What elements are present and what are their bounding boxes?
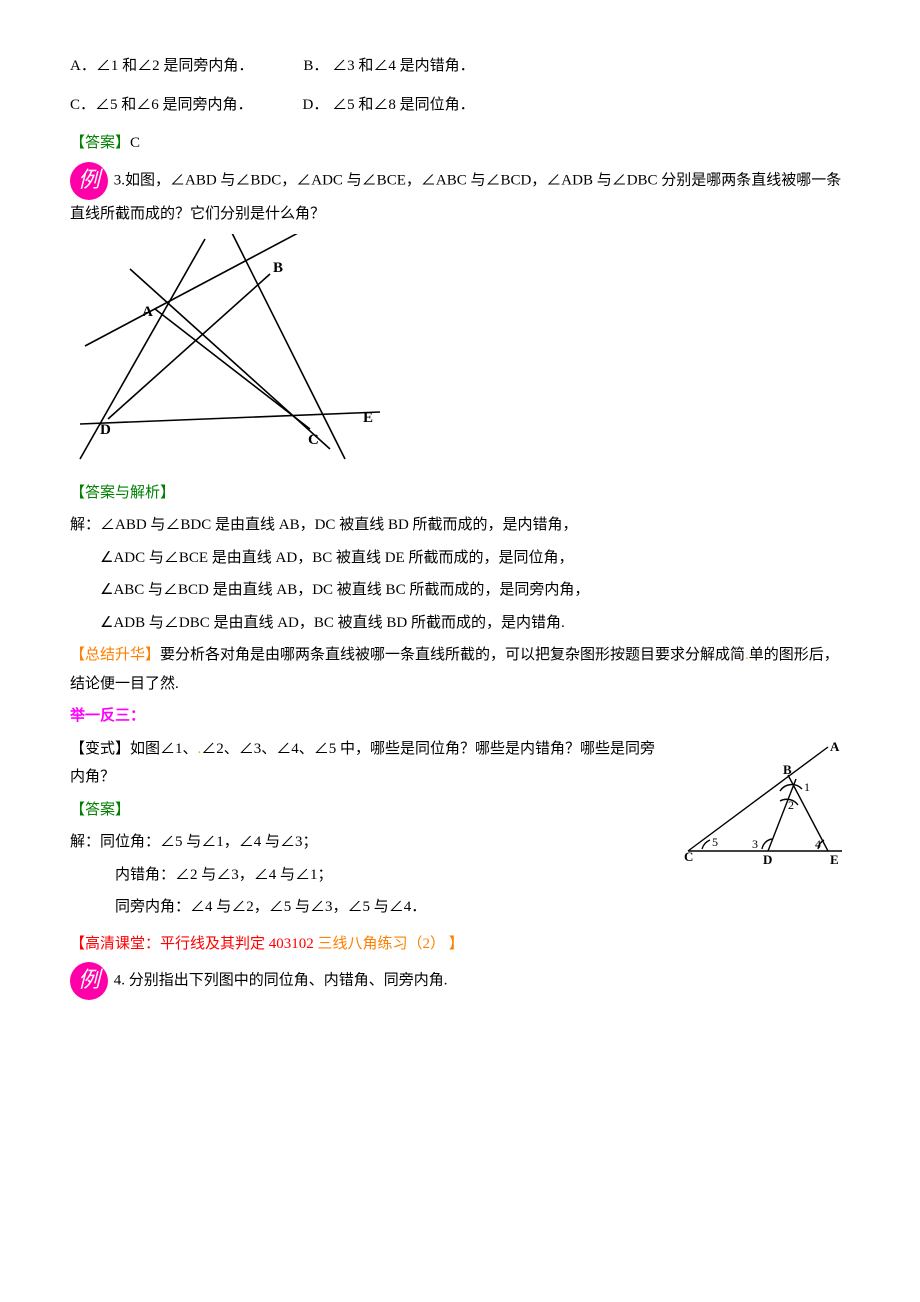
variant-t1: 如图∠1、: [130, 741, 198, 757]
answer-label: 【答案】: [70, 135, 130, 151]
svg-text:D: D: [763, 852, 772, 867]
hq-classroom: 【高清课堂：平行线及其判定 403102 三线八角练习（2） 】: [70, 930, 850, 959]
option-c: C．∠5 和∠6 是同旁内角．: [70, 91, 253, 120]
svg-text:E: E: [830, 852, 839, 867]
svg-text:2: 2: [788, 798, 794, 812]
svg-text:C: C: [308, 432, 319, 448]
svg-text:5: 5: [712, 835, 718, 849]
svg-text:A: A: [830, 739, 840, 754]
solution-line-1: 解：∠ABD 与∠BDC 是由直线 AB，DC 被直线 BD 所截而成的，是内错…: [70, 511, 850, 540]
option-d: D． ∠5 和∠8 是同位角．: [303, 91, 475, 120]
svg-text:B: B: [273, 260, 283, 276]
summary-block: 【总结升华】要分析各对角是由哪两条直线被哪一条直线所截的，可以把复杂图形按题目要…: [70, 641, 850, 698]
option-a: A．∠1 和∠2 是同旁内角．: [70, 52, 253, 81]
mc-options-row1: A．∠1 和∠2 是同旁内角． B． ∠3 和∠4 是内错角．: [70, 52, 850, 81]
svg-text:B: B: [783, 762, 792, 777]
summary-label: 【总结升华】: [70, 647, 160, 663]
example-4: 例 4. 分别指出下列图中的同位角、内错角、同旁内角.: [70, 962, 850, 1000]
solution-header: 【答案与解析】: [70, 479, 850, 508]
solution-line-3: ∠ABC 与∠BCD 是由直线 AB，DC 被直线 BC 所截而成的，是同旁内角…: [70, 576, 850, 605]
hq-label: 【高清课堂：平行线及其判定 403102: [70, 936, 314, 952]
hq-part2: 三线八角练习（2） 】: [314, 936, 464, 952]
example-3: 例 3.如图，∠ABD 与∠BDC，∠ADC 与∠BCE，∠ABC 与∠BCD，…: [70, 162, 850, 229]
svg-text:D: D: [100, 422, 111, 438]
svg-text:E: E: [363, 410, 373, 426]
ans-line-3: 同旁内角：∠4 与∠2，∠5 与∠3，∠5 与∠4．: [70, 893, 850, 922]
variant-label: 【变式】: [70, 741, 130, 757]
option-b: B． ∠3 和∠4 是内错角．: [303, 52, 474, 81]
solution-line-2: ∠ADC 与∠BCE 是由直线 AD，BC 被直线 DE 所截而成的，是同位角，: [70, 544, 850, 573]
svg-text:3: 3: [752, 837, 758, 851]
answer-value: C: [130, 135, 140, 151]
figure-2: A B C D E 1 2 3 4 5: [680, 739, 850, 880]
variant-header: 举一反三：: [70, 702, 850, 731]
mc-options-row2: C．∠5 和∠6 是同旁内角． D． ∠5 和∠8 是同位角．: [70, 91, 850, 120]
example-4-text: 4. 分别指出下列图中的同位角、内错角、同旁内角.: [114, 972, 448, 988]
figure-1: A B D C E: [70, 234, 850, 475]
answer-1: 【答案】C: [70, 129, 850, 158]
example-3-text: 3.如图，∠ABD 与∠BDC，∠ADC 与∠BCE，∠ABC 与∠BCD，∠A…: [70, 172, 841, 222]
svg-text:C: C: [684, 849, 693, 864]
svg-text:4: 4: [815, 837, 821, 851]
solution-line-4: ∠ADB 与∠DBC 是由直线 AD，BC 被直线 BD 所截而成的，是内错角.: [70, 609, 850, 638]
svg-text:A: A: [142, 304, 153, 320]
example-badge-icon-2: 例: [70, 962, 108, 1000]
example-badge-icon: 例: [70, 162, 108, 200]
summary-text1: 要分析各对角是由哪两条直线被哪一条直线所截的，可以把复杂图形按题目要求分解成简: [160, 647, 745, 663]
svg-text:1: 1: [804, 780, 810, 794]
